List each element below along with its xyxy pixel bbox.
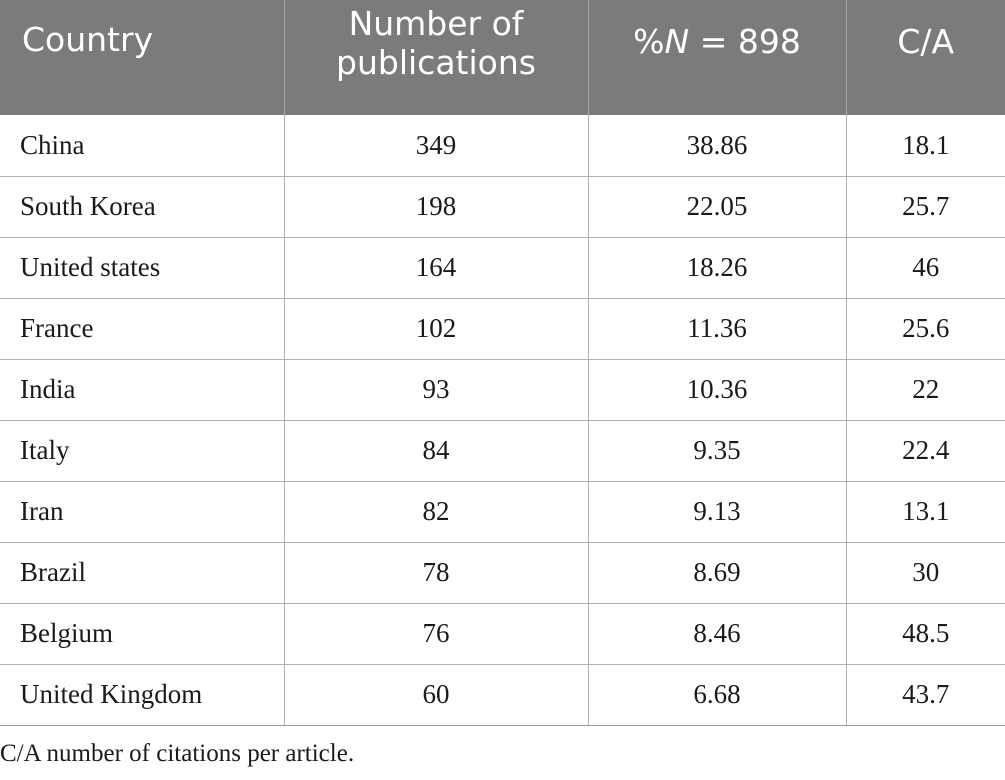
cell-percent: 6.68 xyxy=(587,664,846,726)
table-header: Country Number of publications %N = 898 … xyxy=(0,0,1005,115)
publications-by-country-table-container: Country Number of publications %N = 898 … xyxy=(0,0,1005,726)
cell-ca: 46 xyxy=(845,237,1005,299)
cell-country: India xyxy=(0,359,284,421)
cell-country: United states xyxy=(0,237,284,299)
table-footnote: C/A number of citations per article. xyxy=(0,740,355,767)
table-row: Brazil 78 8.69 30 xyxy=(0,542,1005,604)
cell-ca: 25.6 xyxy=(845,298,1005,360)
cell-publications: 60 xyxy=(283,664,588,726)
cell-country: Italy xyxy=(0,420,284,482)
cell-ca: 13.1 xyxy=(845,481,1005,543)
cell-percent: 11.36 xyxy=(587,298,846,360)
header-percent-label: %N = 898 xyxy=(611,22,824,61)
header-percent-suffix: = 898 xyxy=(689,22,801,61)
cell-percent: 8.46 xyxy=(587,603,846,665)
cell-publications: 349 xyxy=(283,115,588,177)
header-ca-label: C/A xyxy=(897,22,955,61)
cell-percent: 9.35 xyxy=(587,420,846,482)
header-publications-label: Number of publications xyxy=(336,3,536,82)
header-row: Country Number of publications %N = 898 … xyxy=(0,0,1005,115)
cell-ca: 30 xyxy=(845,542,1005,604)
cell-country: Belgium xyxy=(0,603,284,665)
cell-percent: 18.26 xyxy=(587,237,846,299)
cell-country: France xyxy=(0,298,284,360)
table-row: China 349 38.86 18.1 xyxy=(0,115,1005,177)
cell-ca: 22 xyxy=(845,359,1005,421)
cell-percent: 22.05 xyxy=(587,176,846,238)
cell-publications: 93 xyxy=(283,359,588,421)
table-row: South Korea 198 22.05 25.7 xyxy=(0,176,1005,238)
header-country: Country xyxy=(0,0,284,115)
cell-percent: 10.36 xyxy=(587,359,846,421)
cell-country: South Korea xyxy=(0,176,284,238)
header-country-label: Country xyxy=(22,20,154,59)
cell-percent: 9.13 xyxy=(587,481,846,543)
cell-ca: 18.1 xyxy=(845,115,1005,177)
header-percent-prefix: % xyxy=(633,22,665,61)
cell-country: United Kingdom xyxy=(0,664,284,726)
cell-ca: 25.7 xyxy=(845,176,1005,238)
cell-percent: 8.69 xyxy=(587,542,846,604)
table-row: France 102 11.36 25.6 xyxy=(0,298,1005,360)
cell-publications: 78 xyxy=(283,542,588,604)
cell-country: Brazil xyxy=(0,542,284,604)
header-percent: %N = 898 xyxy=(587,0,846,115)
table-row: Iran 82 9.13 13.1 xyxy=(0,481,1005,543)
cell-ca: 43.7 xyxy=(845,664,1005,726)
cell-publications: 164 xyxy=(283,237,588,299)
cell-publications: 82 xyxy=(283,481,588,543)
table-row: United states 164 18.26 46 xyxy=(0,237,1005,299)
cell-ca: 22.4 xyxy=(845,420,1005,482)
table-row: Italy 84 9.35 22.4 xyxy=(0,420,1005,482)
cell-publications: 102 xyxy=(283,298,588,360)
header-percent-var: N xyxy=(664,22,690,61)
table-row: United Kingdom 60 6.68 43.7 xyxy=(0,664,1005,726)
header-ca: C/A xyxy=(845,0,1005,115)
cell-ca: 48.5 xyxy=(845,603,1005,665)
cell-publications: 84 xyxy=(283,420,588,482)
table-row: India 93 10.36 22 xyxy=(0,359,1005,421)
table-body: China 349 38.86 18.1 South Korea 198 22.… xyxy=(0,115,1005,726)
cell-percent: 38.86 xyxy=(587,115,846,177)
cell-country: Iran xyxy=(0,481,284,543)
cell-country: China xyxy=(0,115,284,177)
cell-publications: 198 xyxy=(283,176,588,238)
header-publications: Number of publications xyxy=(283,0,588,115)
table-row: Belgium 76 8.46 48.5 xyxy=(0,603,1005,665)
cell-publications: 76 xyxy=(283,603,588,665)
publications-by-country-table: Country Number of publications %N = 898 … xyxy=(0,0,1005,726)
